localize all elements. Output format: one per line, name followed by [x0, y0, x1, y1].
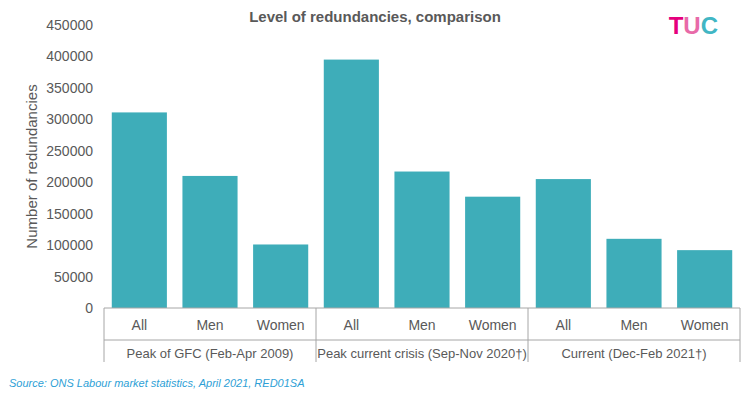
bar — [182, 176, 237, 308]
y-tick-label: 450000 — [46, 17, 93, 33]
bar — [465, 197, 520, 308]
y-tick-label: 100000 — [46, 237, 93, 253]
logo-letter: C — [701, 12, 718, 39]
x-tick-label: Men — [620, 317, 647, 333]
logo: TUC — [669, 12, 718, 39]
y-tick-label: 150000 — [46, 206, 93, 222]
x-tick-label: Women — [681, 317, 729, 333]
bar — [606, 239, 661, 308]
chart-container: Level of redundancies, comparison TUC Numb… — [0, 0, 750, 401]
x-tick-label: Women — [469, 317, 517, 333]
title: Level of redundancies, comparison — [249, 8, 501, 25]
y-axis-label: Number of redundancies — [23, 84, 40, 248]
bars — [112, 60, 732, 308]
group-divider — [104, 340, 740, 341]
chart-svg: Level of redundancies, comparison TUC Numb… — [0, 0, 750, 401]
group-label: Peak current crisis (Sep-Nov 2020†) — [317, 346, 527, 361]
y-tick-label: 200000 — [46, 174, 93, 190]
y-tick-label: 250000 — [46, 143, 93, 159]
source: Source: ONS Labour market statistics, Ap… — [9, 377, 305, 389]
x-tick-label: Men — [196, 317, 223, 333]
bar — [324, 60, 379, 308]
y-tick-label: 300000 — [46, 111, 93, 127]
bar — [536, 179, 591, 308]
y-tick-label: 0 — [85, 300, 93, 316]
group-separator — [104, 308, 105, 362]
group-separator — [528, 308, 529, 362]
x-tick-label: All — [344, 317, 360, 333]
group-label: Peak of GFC (Feb-Apr 2009) — [127, 346, 294, 361]
bar — [677, 250, 732, 308]
x-axis-line — [104, 308, 740, 309]
group-label: Current (Dec-Feb 2021†) — [561, 346, 706, 361]
x-tick-label: All — [132, 317, 148, 333]
logo-letter: U — [683, 12, 700, 39]
y-tick-label: 50000 — [54, 269, 93, 285]
x-tick-label: All — [556, 317, 572, 333]
x-tick-label: Women — [257, 317, 305, 333]
group-separator — [740, 308, 741, 362]
bar — [253, 244, 308, 308]
bar — [394, 172, 449, 308]
logo-letter: T — [669, 12, 684, 39]
y-tick-label: 350000 — [46, 80, 93, 96]
bar — [112, 112, 167, 308]
y-tick-label: 400000 — [46, 48, 93, 64]
x-tick-label: Men — [408, 317, 435, 333]
